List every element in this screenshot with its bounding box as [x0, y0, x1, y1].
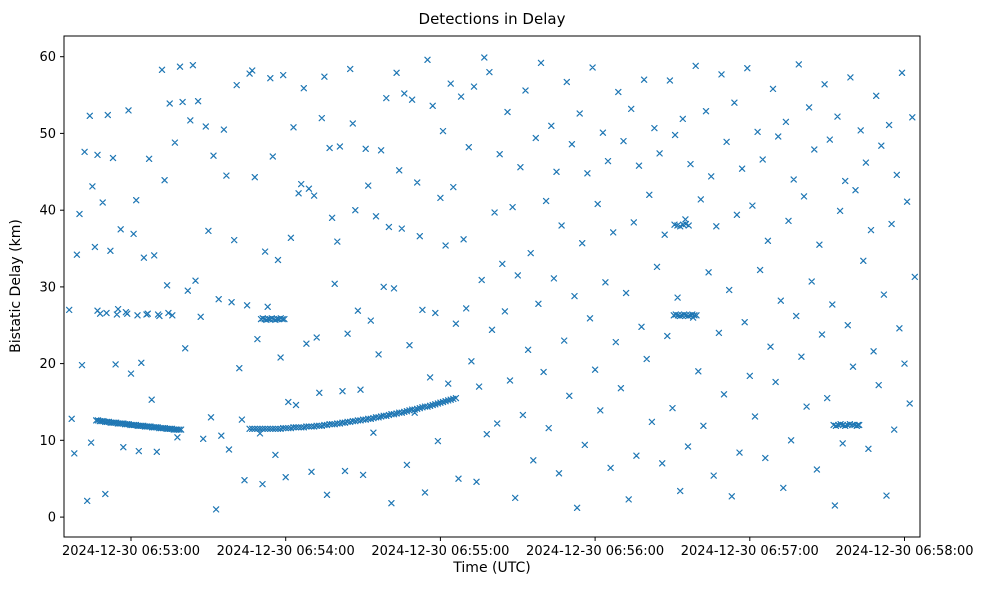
- scatter-markers-cluster-26km-0654: [257, 315, 288, 324]
- x-tick-label: 2024-12-30 06:58:00: [835, 544, 973, 559]
- scatter-markers-track-descending-12km: [93, 417, 185, 433]
- x-tick-label: 2024-12-30 06:55:00: [371, 544, 509, 559]
- y-tick-label: 20: [39, 357, 56, 372]
- x-axis-label: Time (UTC): [453, 560, 531, 576]
- y-tick-label: 60: [39, 50, 56, 65]
- scatter-markers-background-detections: [66, 54, 918, 513]
- x-tick-label: 2024-12-30 06:57:00: [681, 544, 819, 559]
- axes-box: [63, 35, 921, 538]
- scatter-markers-cluster-12km-0657: [830, 421, 863, 429]
- y-tick-label: 10: [39, 434, 56, 449]
- y-tick-label: 50: [39, 127, 56, 142]
- y-tick-label: 0: [48, 511, 56, 526]
- x-tick-label: 2024-12-30 06:53:00: [62, 544, 200, 559]
- x-tick-label: 2024-12-30 06:54:00: [217, 544, 355, 559]
- scatter-markers-band-26km-early: [94, 307, 172, 319]
- x-tick-label: 2024-12-30 06:56:00: [526, 544, 664, 559]
- scatter-markers-cluster-26km-0656: [670, 311, 700, 320]
- plot-title: Detections in Delay: [418, 10, 566, 28]
- scatter-markers-cluster-38km-0656: [671, 220, 692, 230]
- y-tick-label: 30: [39, 280, 56, 295]
- scatter-markers-track-ascending-12-15km: [246, 394, 460, 432]
- y-tick-label: 40: [39, 204, 56, 219]
